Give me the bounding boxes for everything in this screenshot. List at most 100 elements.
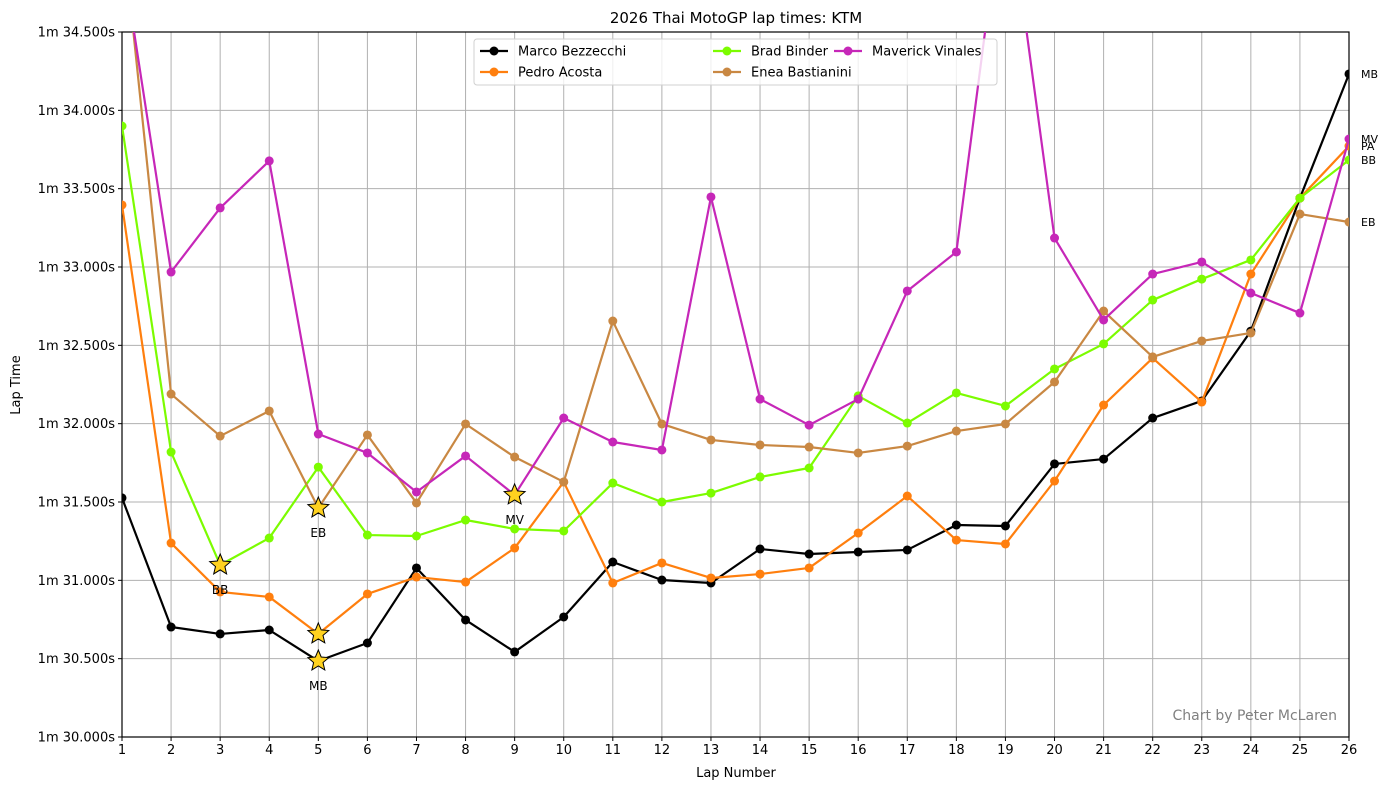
data-point [264, 406, 274, 416]
data-point [215, 629, 225, 639]
data-point [461, 515, 471, 525]
data-point [1246, 269, 1256, 279]
data-point [1050, 476, 1060, 486]
data-point [1295, 308, 1305, 318]
data-point [461, 419, 471, 429]
data-point [902, 491, 912, 501]
data-point [1050, 377, 1060, 387]
data-point [1148, 295, 1158, 305]
data-point [264, 625, 274, 635]
data-point [755, 544, 765, 554]
data-point [1000, 539, 1010, 549]
star-icon [306, 648, 331, 671]
data-point [1099, 454, 1109, 464]
data-point [755, 569, 765, 579]
data-point [264, 533, 274, 543]
data-point [264, 156, 274, 166]
end-label-eb: EB [1361, 216, 1376, 229]
data-point [951, 247, 961, 257]
data-point [706, 192, 716, 202]
data-point [1344, 69, 1349, 79]
legend-item: Enea Bastianini [713, 66, 852, 81]
series-mv [132, 32, 1349, 500]
x-tick-label: 8 [461, 743, 469, 758]
data-point [608, 437, 618, 447]
data-point [951, 426, 961, 436]
star-icon [502, 482, 527, 505]
data-point [166, 447, 176, 457]
data-point [1050, 459, 1060, 469]
data-point [1344, 217, 1349, 227]
data-point [1099, 339, 1109, 349]
x-tick-label: 17 [899, 743, 916, 758]
data-point [1344, 155, 1349, 165]
y-axis-label: Lap Time [9, 355, 24, 414]
data-point [1000, 419, 1010, 429]
data-point [122, 200, 127, 210]
data-point [804, 549, 814, 559]
data-point [1197, 257, 1207, 267]
end-label-mb: MB [1361, 68, 1378, 81]
x-tick-label: 9 [510, 743, 518, 758]
grid [121, 31, 1350, 738]
data-point [461, 615, 471, 625]
data-point [411, 563, 421, 573]
end-label-bb: BB [1361, 154, 1376, 167]
data-point [122, 493, 127, 503]
data-point [559, 413, 569, 423]
data-point [1197, 274, 1207, 284]
x-tick-label: 10 [555, 743, 572, 758]
data-point [1197, 336, 1207, 346]
data-point [902, 441, 912, 451]
data-point [411, 531, 421, 541]
x-tick-label: 15 [801, 743, 818, 758]
data-point [657, 419, 667, 429]
data-point [608, 478, 618, 488]
x-tick-label: 22 [1144, 743, 1161, 758]
x-tick-label: 3 [216, 743, 224, 758]
data-point [1000, 401, 1010, 411]
series-bb [122, 121, 1349, 570]
series-line [122, 125, 1349, 567]
data-point [510, 543, 520, 553]
plot-frame [121, 31, 1350, 738]
y-tick-label: 1m 34.000s [38, 104, 116, 119]
star-icon [306, 621, 331, 644]
data-point [559, 526, 569, 536]
y-tick-label: 1m 31.000s [38, 574, 116, 589]
data-point [461, 577, 471, 587]
legend-item: Brad Binder [713, 45, 829, 60]
series-lines [122, 32, 1349, 666]
x-tick-label: 2 [167, 743, 175, 758]
data-point [755, 394, 765, 404]
data-point [1295, 193, 1305, 203]
x-tick-label: 1 [118, 743, 126, 758]
data-point [559, 612, 569, 622]
legend-marker-icon [722, 46, 732, 56]
x-tick-label: 4 [265, 743, 273, 758]
data-point [510, 647, 520, 657]
data-point [1295, 209, 1305, 219]
data-point [362, 589, 372, 599]
x-tick-label: 20 [1046, 743, 1063, 758]
data-point [657, 445, 667, 455]
data-point [1148, 352, 1158, 362]
data-point [755, 440, 765, 450]
data-point [853, 394, 863, 404]
x-tick-label: 25 [1292, 743, 1309, 758]
legend-marker-icon [489, 67, 499, 77]
data-point [706, 573, 716, 583]
data-point [313, 462, 323, 472]
x-tick-label: 7 [412, 743, 420, 758]
data-point [804, 420, 814, 430]
data-point [166, 538, 176, 548]
x-tick-label: 18 [948, 743, 965, 758]
data-point [510, 524, 520, 534]
data-point [951, 388, 961, 398]
watermark: Chart by Peter McLaren [1173, 708, 1338, 724]
data-point [264, 592, 274, 602]
data-point [804, 563, 814, 573]
y-tick-label: 1m 34.500s [38, 26, 116, 41]
x-tick-label: 23 [1193, 743, 1210, 758]
data-point [215, 587, 225, 597]
